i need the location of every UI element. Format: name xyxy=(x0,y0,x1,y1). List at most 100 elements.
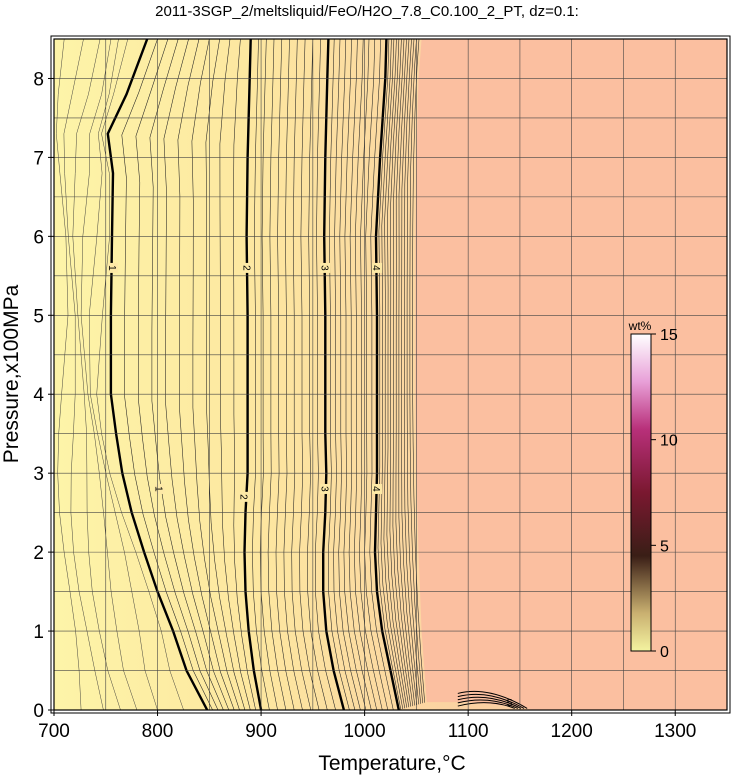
minor-contours xyxy=(56,39,425,710)
minor-contour xyxy=(343,39,367,710)
minor-contour xyxy=(409,39,423,704)
x-tick-label: 1200 xyxy=(551,721,593,742)
contour-label-bg xyxy=(320,262,331,273)
colorbar-tick-label: 5 xyxy=(660,538,669,555)
liquid-free-region xyxy=(415,39,727,710)
minor-contour xyxy=(177,39,235,710)
contour-label-bg xyxy=(372,262,383,273)
contour-label-group: 2 xyxy=(238,491,250,502)
contour-label-bg xyxy=(239,491,250,502)
y-tick-label: 3 xyxy=(33,464,44,485)
contour-label-group: 2 xyxy=(241,262,253,273)
minor-contour xyxy=(333,39,356,710)
minor-contour xyxy=(205,39,246,710)
low-pressure-contours: 5 xyxy=(457,690,528,709)
minor-contour xyxy=(383,39,406,709)
y-tick-label: 1 xyxy=(33,622,44,643)
minor-contour xyxy=(389,39,410,708)
contour-line-3 xyxy=(322,39,346,710)
contour-label-group: 1 xyxy=(153,483,165,494)
minor-contour xyxy=(259,39,278,710)
contour-label: 4 xyxy=(370,486,381,492)
minor-contour xyxy=(328,39,350,710)
y-axis-label: Pressure,x100MPa xyxy=(0,284,23,463)
minor-contour xyxy=(299,39,320,710)
minor-contour xyxy=(380,39,404,709)
minor-contour xyxy=(412,39,425,703)
minor-contour xyxy=(307,39,328,710)
minor-contour xyxy=(457,696,522,709)
plot-frame xyxy=(53,38,728,711)
contour-label: 4 xyxy=(370,265,381,271)
contour-label-bg xyxy=(372,483,383,494)
colorbar: wt% 0 5 10 15 xyxy=(628,319,678,661)
y-tick-label: 6 xyxy=(33,227,44,248)
minor-contour xyxy=(191,39,240,710)
contour-label: 1 xyxy=(153,486,164,492)
contour-label-group: 4 xyxy=(370,262,383,273)
minor-contour xyxy=(149,39,224,710)
x-axis-label: Temperature,°C xyxy=(318,752,465,775)
minor-contour xyxy=(163,39,230,710)
y-tick-label: 5 xyxy=(33,306,44,327)
y-tick-label: 0 xyxy=(33,701,44,722)
x-tick-label: 800 xyxy=(142,721,174,742)
contour-label: 2 xyxy=(238,494,249,500)
contour-label-group: 4 xyxy=(370,483,383,494)
grid xyxy=(54,39,728,710)
x-tick-label: 1000 xyxy=(343,721,385,742)
minor-contour xyxy=(275,39,295,710)
minor-contour xyxy=(377,39,402,710)
minor-contour xyxy=(392,39,412,707)
y-tick-label: 8 xyxy=(33,69,44,90)
minor-contour xyxy=(369,39,394,710)
colorbar-ticks: 0 5 10 15 xyxy=(651,327,678,661)
minor-contour xyxy=(233,39,256,710)
contour-line-4 xyxy=(373,39,400,710)
contour-label: 3 xyxy=(318,486,329,492)
minor-contour xyxy=(354,39,378,710)
contour-label-group: 1 xyxy=(106,262,119,273)
y-tick-label: 7 xyxy=(33,148,44,169)
minor-contour xyxy=(404,39,420,705)
minor-contour xyxy=(457,693,525,709)
minor-contour xyxy=(135,39,219,710)
minor-contour xyxy=(121,39,213,710)
minor-contour xyxy=(267,39,287,710)
contour-label: 2 xyxy=(241,265,252,271)
y-tick-label: 4 xyxy=(33,385,44,406)
minor-contour xyxy=(315,39,336,710)
colorbar-tick-label: 15 xyxy=(660,327,678,344)
plot-frame-outer xyxy=(50,35,731,714)
minor-contour xyxy=(364,39,389,710)
colorbar-tick-label: 0 xyxy=(660,644,669,661)
x-tick-label: 1300 xyxy=(654,721,696,742)
minor-contour xyxy=(291,39,312,710)
x-tick-label: 900 xyxy=(245,721,277,742)
minor-contour xyxy=(252,39,270,710)
minor-contour xyxy=(386,39,408,708)
y-tick-label: 2 xyxy=(33,543,44,564)
contour-label-bg xyxy=(320,483,331,494)
chart-title: 2011-3SGP_2/meltsliquid/FeO/H2O_7.8_C0.1… xyxy=(155,3,579,20)
minor-contour xyxy=(395,39,414,707)
minor-contour xyxy=(457,702,515,709)
minor-contour xyxy=(338,39,361,710)
contour-label-bg xyxy=(108,262,119,273)
minor-contour xyxy=(283,39,303,710)
colorbar-label: wt% xyxy=(628,319,652,333)
x-tick-label: 700 xyxy=(38,721,70,742)
minor-contour xyxy=(219,39,251,710)
minor-contour xyxy=(348,39,372,710)
minor-contour xyxy=(406,39,421,704)
colorbar-tick-label: 10 xyxy=(660,433,678,450)
contour-line-2 xyxy=(243,39,263,710)
contour-label-group: 3 xyxy=(318,483,331,494)
colorbar-gradient xyxy=(630,333,652,652)
x-tick-label: 1100 xyxy=(448,721,489,742)
contour-label: 3 xyxy=(318,265,329,271)
contour-label: 1 xyxy=(106,265,117,271)
